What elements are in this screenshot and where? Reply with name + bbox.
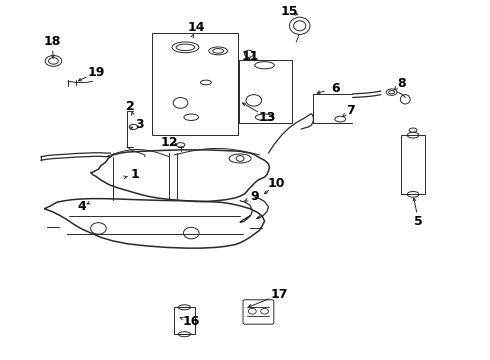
Text: 19: 19 [87, 66, 105, 79]
Text: 15: 15 [280, 5, 298, 18]
Bar [152, 33, 238, 135]
Text: 5: 5 [414, 215, 423, 228]
Text: 18: 18 [43, 35, 61, 49]
Text: 3: 3 [136, 118, 144, 131]
Text: 12: 12 [161, 136, 178, 149]
Text: 13: 13 [258, 111, 276, 124]
Text: 10: 10 [268, 177, 286, 190]
Text: 17: 17 [270, 288, 288, 301]
Bar [239, 60, 292, 123]
Text: 11: 11 [241, 50, 259, 63]
Bar [174, 307, 195, 334]
Text: 2: 2 [126, 100, 135, 113]
Text: 9: 9 [250, 190, 259, 203]
Text: 6: 6 [331, 82, 340, 95]
Text: 14: 14 [187, 21, 205, 34]
Text: 16: 16 [183, 315, 200, 328]
Text: 8: 8 [397, 77, 406, 90]
Text: 4: 4 [77, 201, 86, 213]
Text: 7: 7 [345, 104, 354, 117]
Bar [401, 135, 425, 194]
Text: 1: 1 [131, 168, 140, 181]
